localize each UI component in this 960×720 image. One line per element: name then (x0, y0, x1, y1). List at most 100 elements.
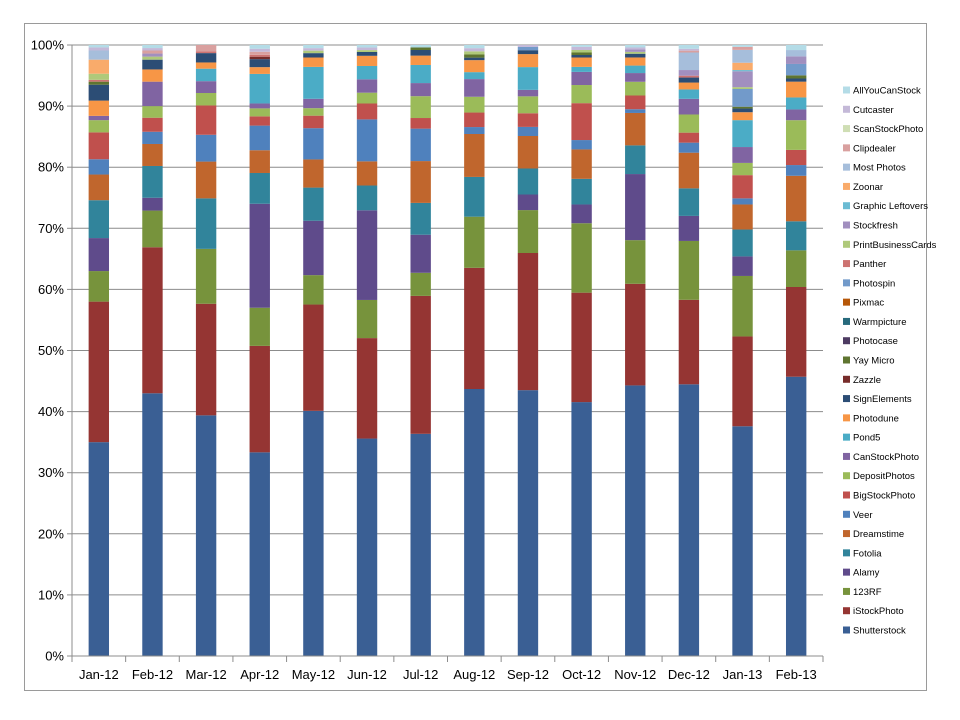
bar-stack-mar-12 (195, 45, 217, 656)
bar-segment (303, 304, 324, 411)
bar-segment (249, 54, 270, 57)
bar-segment (356, 103, 378, 120)
bar-segment (464, 51, 485, 55)
bar-segment (464, 96, 485, 113)
bar-segment (678, 188, 700, 216)
legend-swatch (843, 260, 850, 268)
bar-stacks (88, 45, 807, 656)
y-tick-label: 80% (38, 160, 64, 175)
legend-label: SignElements (853, 394, 912, 405)
legend-item: DepositPhotos (843, 471, 915, 482)
bar-segment (785, 165, 807, 176)
bar-segment (732, 147, 753, 163)
bar-segment (678, 215, 700, 241)
bar-segment (464, 60, 485, 73)
bar-segment (732, 49, 753, 63)
bar-segment (88, 79, 110, 82)
bar-segment (195, 198, 217, 249)
bar-segment (356, 210, 378, 300)
legend-label: DepositPhotos (853, 471, 915, 482)
bar-segment (625, 49, 646, 52)
x-tick-label: Oct-12 (562, 667, 601, 682)
legend-item: PrintBusinessCards (843, 240, 937, 251)
x-tick-label: Dec-12 (668, 667, 710, 682)
bar-segment (571, 103, 592, 141)
legend-swatch (843, 568, 850, 576)
bar-segment (571, 66, 592, 72)
bar-segment (464, 57, 485, 61)
bar-segment (88, 132, 110, 160)
bar-segment (625, 145, 646, 175)
bar-stack-feb-12 (142, 45, 163, 656)
y-tick-label: 0% (45, 649, 64, 664)
bar-segment (303, 275, 324, 305)
bar-segment (88, 159, 110, 175)
bar-segment (249, 108, 270, 117)
legend-label: Veer (853, 510, 873, 521)
bar-segment (678, 384, 700, 656)
legend-item: Pixmac (843, 298, 884, 309)
bar-segment (571, 402, 592, 656)
bar-segment (410, 202, 431, 235)
bar-segment (356, 45, 378, 48)
bar-segment (517, 113, 539, 127)
bar-segment (303, 45, 324, 49)
bar-segment (410, 83, 431, 97)
bar-segment (142, 393, 163, 656)
bar-segment (464, 133, 485, 177)
bar-segment (303, 115, 324, 129)
legend-item: 123RF (843, 587, 882, 598)
bar-segment (249, 345, 270, 453)
bar-segment (732, 275, 753, 337)
legend-label: Graphic Leftovers (853, 201, 928, 212)
bar-segment (88, 50, 110, 60)
legend-item: Alamy (843, 568, 880, 579)
legend-label: Fotolia (853, 548, 882, 559)
bar-segment (678, 114, 700, 133)
bar-segment (571, 178, 592, 205)
bar-segment (303, 98, 324, 109)
x-tick-label: May-12 (292, 667, 335, 682)
legend-swatch (843, 530, 850, 538)
legend-item: Photodune (843, 413, 899, 424)
bar-segment (356, 65, 378, 80)
legend-item: Cutcaster (843, 105, 894, 116)
bar-segment (625, 174, 646, 241)
bar-segment (249, 45, 270, 49)
bar-segment (517, 136, 539, 169)
bar-segment (195, 161, 217, 199)
legend-item: Clipdealer (843, 143, 896, 154)
bar-segment (678, 142, 700, 153)
bar-segment (464, 216, 485, 268)
bar-segment (249, 172, 270, 204)
bar-segment (142, 210, 163, 248)
bar-segment (732, 198, 753, 205)
legend-label: Yay Micro (853, 356, 895, 367)
bar-segment (464, 79, 485, 97)
y-tick-labels: 0% 10% 20% 30% 40% 50% 60% 70% 80% 90% 100% (31, 38, 65, 664)
legend-label: Cutcaster (853, 105, 894, 116)
legend-swatch (843, 433, 850, 441)
bar-segment (678, 89, 700, 99)
bar-segment (571, 71, 592, 86)
bar-segment (249, 307, 270, 346)
y-tick-label: 40% (38, 404, 64, 419)
legend-swatch (843, 298, 850, 306)
bar-segment (571, 45, 592, 47)
bar-segment (732, 120, 753, 148)
legend-label: CanStockPhoto (853, 452, 919, 463)
legend-label: Zoonar (853, 182, 883, 193)
bar-segment (571, 140, 592, 150)
bar-segment (625, 385, 646, 656)
legend-item: Shutterstock (843, 626, 906, 637)
bar-segment (142, 106, 163, 118)
legend-item: Warmpicture (843, 317, 907, 328)
bar-segment (678, 240, 700, 300)
bar-segment (464, 176, 485, 217)
bar-segment (785, 75, 807, 79)
x-tick-label: Aug-12 (453, 667, 495, 682)
bar-segment (464, 389, 485, 656)
bar-segment (678, 82, 700, 90)
legend-item: Photocase (843, 336, 898, 347)
bar-segment (356, 47, 378, 51)
